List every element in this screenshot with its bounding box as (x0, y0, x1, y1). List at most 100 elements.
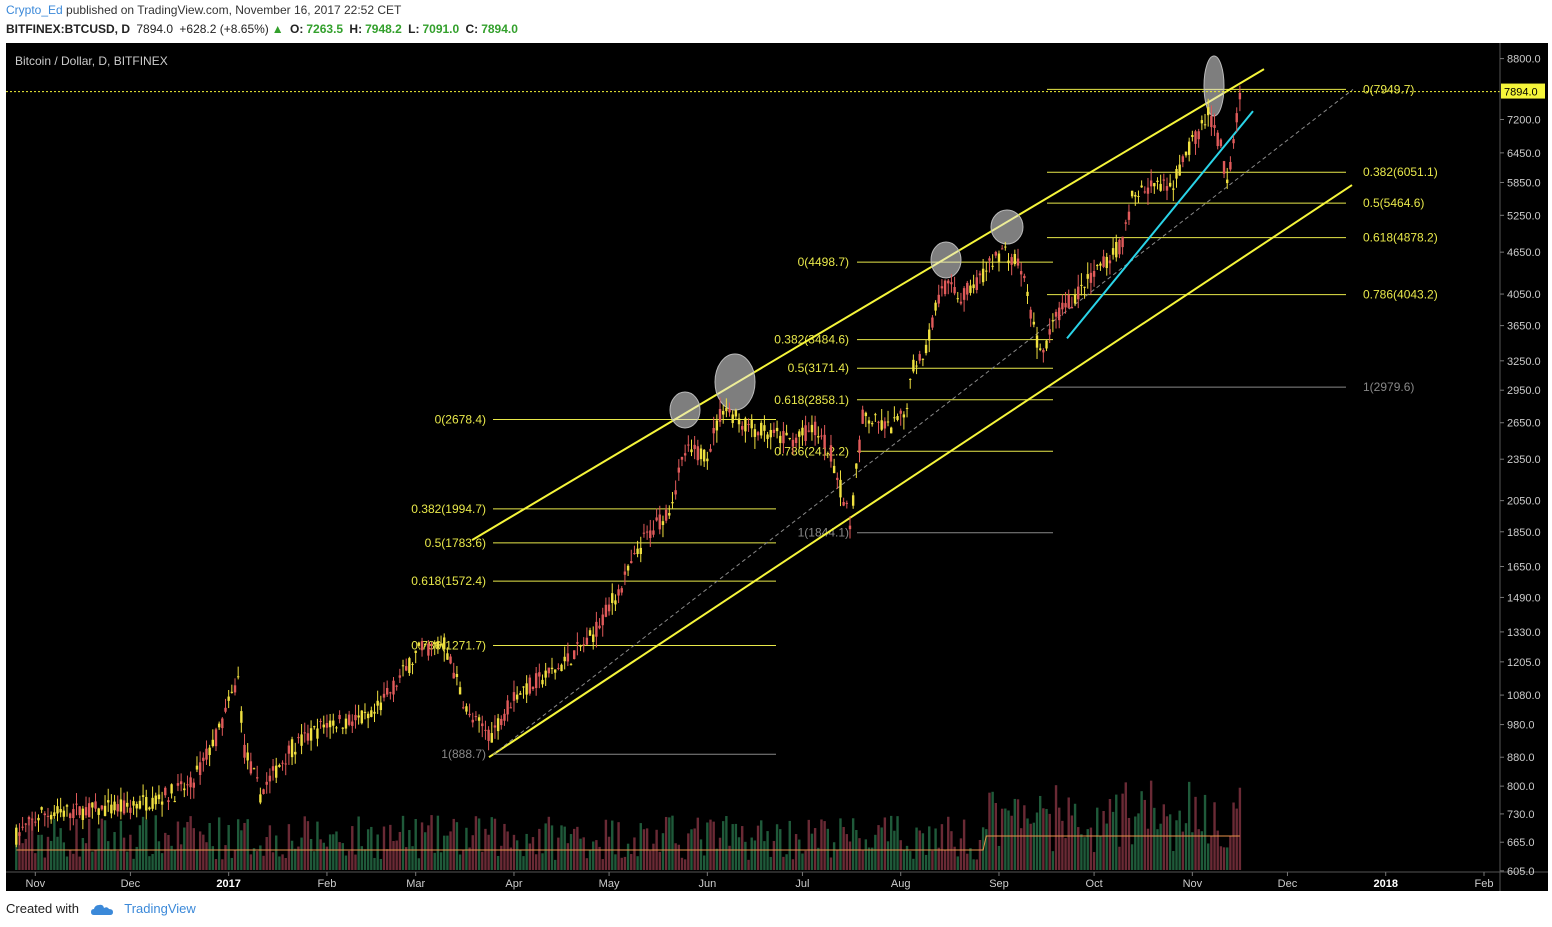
volume-bar (214, 859, 218, 870)
channel-lower-line (488, 184, 1353, 759)
y-tick-label: 3650.0 (1507, 321, 1541, 333)
volume-bar (1029, 823, 1032, 870)
volume-bar (357, 816, 360, 870)
candle-body (97, 808, 100, 815)
candle-body (1213, 125, 1216, 128)
volume-bar (300, 837, 303, 870)
candle-body (275, 765, 278, 778)
volume-bar (696, 817, 700, 870)
volume-bar (753, 840, 757, 870)
x-tick-label: Jun (698, 878, 716, 890)
candle-body (107, 800, 110, 803)
x-tick-label: Oct (1086, 878, 1103, 890)
candle-body (1045, 340, 1048, 349)
candle-body (766, 434, 769, 439)
candle-body (801, 427, 804, 436)
candle-body (1159, 183, 1162, 191)
chart-area[interactable]: 0(2678.4) 0.382(1994.7) 0.5(1783.6) 0.618(1… (6, 43, 1548, 891)
candle-body (313, 726, 316, 728)
volume-bar (737, 837, 741, 870)
candle-body (325, 723, 329, 728)
candle-body (1156, 180, 1159, 183)
volume-bar (243, 822, 246, 870)
volume-bar (706, 822, 709, 870)
volume-bar (363, 849, 367, 870)
volume-bar (205, 842, 208, 870)
candle-body (823, 434, 826, 449)
x-tick-label: 2018 (1373, 878, 1397, 890)
volume-bar (658, 851, 661, 870)
candle-body (446, 653, 449, 660)
price-chart[interactable]: 0(2678.4) 0.382(1994.7) 0.5(1783.6) 0.618(1… (6, 43, 1548, 891)
candle-body (674, 490, 677, 495)
volume-bar (468, 847, 471, 870)
cyan-trend-line (1066, 110, 1254, 339)
candle-body (395, 685, 398, 687)
x-tick-label: Dec (1278, 878, 1298, 890)
fib-label: 0.5(3171.4) (788, 361, 849, 375)
candle-body (208, 747, 211, 755)
y-tick-label: 5850.0 (1507, 177, 1541, 189)
tradingview-cloud-icon (90, 904, 113, 916)
y-tick-label: 1080.0 (1507, 690, 1541, 702)
volume-bar (1067, 797, 1070, 870)
candle-body (731, 414, 734, 424)
volume-bar (861, 850, 864, 870)
candle-body (712, 427, 715, 434)
volume-bar (462, 850, 465, 870)
candle-body (544, 670, 547, 678)
y-tick-label: 1650.0 (1507, 561, 1541, 573)
volume-bar (509, 847, 512, 870)
candle-body (947, 280, 950, 284)
volume-bar (693, 828, 696, 870)
candle-body (1178, 164, 1181, 176)
candle-body (1149, 180, 1153, 187)
candle-body (611, 593, 614, 603)
volume-bar (1038, 795, 1042, 870)
volume-bar (972, 859, 975, 870)
candle-body (528, 677, 532, 694)
volume-bar (747, 859, 750, 870)
volume-bar (281, 854, 284, 870)
candle-body (34, 821, 37, 823)
candle-body (110, 804, 113, 814)
candle-body (909, 378, 912, 380)
tradingview-link[interactable]: TradingView (124, 901, 196, 916)
volume-bar (874, 834, 877, 870)
candle-body (975, 277, 978, 290)
candle-body (287, 745, 291, 754)
candle-body (598, 625, 601, 629)
volume-bar (496, 856, 500, 870)
volume-bar (27, 818, 31, 870)
volume-bar (1115, 794, 1118, 870)
candle-body (420, 641, 424, 651)
volume-bar (1026, 818, 1029, 870)
candle-body (1207, 107, 1210, 116)
volume-bar (905, 845, 909, 870)
candle-body (306, 733, 310, 741)
volume-bar (360, 846, 364, 870)
candle-body (563, 656, 566, 662)
volume-bar (268, 825, 272, 870)
volume-bar (179, 844, 183, 870)
candle-body (661, 521, 665, 525)
volume-bar (810, 833, 814, 870)
candle-body (151, 797, 154, 809)
candle-body (969, 285, 972, 293)
candle-body (1013, 253, 1017, 265)
volume-bar (959, 838, 963, 870)
volume-bar (227, 825, 230, 870)
volume-bar (91, 851, 94, 870)
volume-bar (1023, 805, 1026, 870)
volume-bar (477, 818, 481, 870)
volume-bar (1102, 810, 1105, 870)
candle-body (1191, 134, 1194, 138)
volume-bar (414, 818, 417, 870)
author-link[interactable]: Crypto_Ed (6, 3, 63, 17)
candle-body (503, 713, 506, 721)
candle-body (1238, 92, 1242, 100)
volume-bar (107, 841, 110, 870)
candle-body (363, 711, 367, 713)
candle-body (896, 416, 899, 420)
volume-bar (259, 845, 262, 870)
